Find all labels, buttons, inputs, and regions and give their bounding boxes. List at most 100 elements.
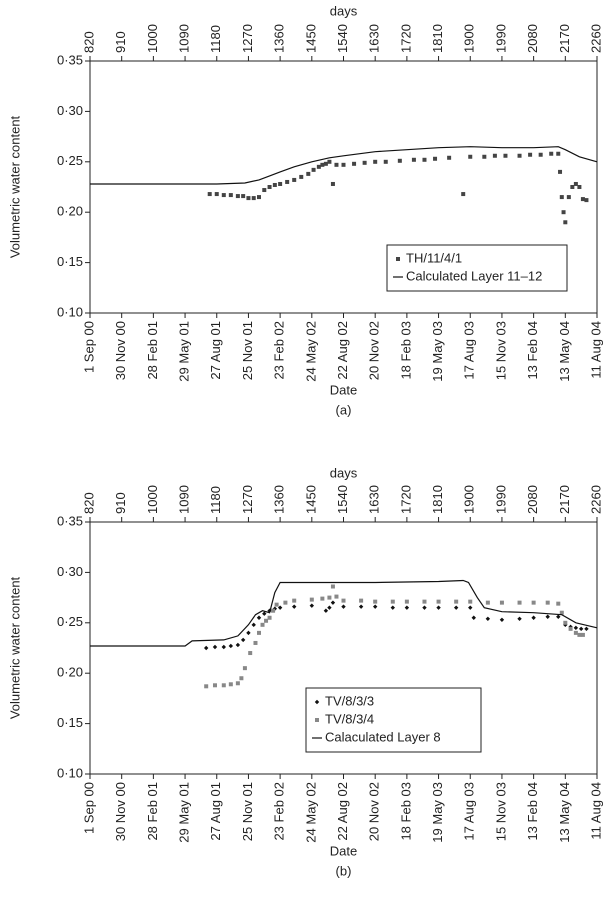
y-tick-label: 0·30: [57, 103, 83, 118]
x2-tick-label: 2080: [525, 485, 540, 514]
x-tick-label: 11 Aug 04: [588, 782, 603, 840]
data-point: [299, 174, 304, 179]
y-tick-label: 0·15: [57, 715, 83, 730]
data-point: [503, 153, 508, 158]
x-tick-label: 1 Sep 00: [81, 321, 96, 373]
x2-tick-label: 1000: [145, 24, 160, 53]
data-point: [485, 600, 490, 605]
data-point: [246, 196, 251, 201]
data-point: [373, 599, 378, 604]
data-point: [214, 192, 219, 197]
x-tick-label: 20 Nov 02: [367, 321, 382, 380]
data-point: [573, 630, 578, 635]
data-point: [251, 196, 256, 201]
x-tick-label: 22 Aug 02: [335, 321, 350, 380]
data-point: [528, 152, 533, 157]
data-point: [556, 151, 561, 156]
data-point: [372, 604, 378, 609]
data-point: [563, 220, 568, 225]
x2-tick-label: 1720: [398, 24, 413, 53]
data-point: [341, 598, 346, 603]
data-point: [330, 600, 336, 605]
data-point: [240, 637, 246, 643]
data-point: [272, 182, 277, 187]
x2-tick-label: 1990: [493, 24, 508, 53]
legend-label: Calculated Layer 11–12: [406, 268, 542, 283]
x-tick-label: 15 Nov 03: [493, 321, 508, 380]
x2-tick-label: 1540: [335, 485, 350, 514]
data-point: [517, 153, 522, 158]
data-point: [461, 192, 466, 197]
data-point: [573, 181, 578, 186]
data-point: [323, 608, 329, 613]
data-point: [499, 617, 505, 622]
x-tick-label: 23 Feb 02: [272, 782, 287, 841]
x-tick-label: 30 Nov 00: [113, 782, 128, 841]
y-tick-label: 0·20: [57, 665, 83, 680]
data-point: [204, 684, 209, 689]
data-point: [404, 605, 410, 610]
x-tick-label: 24 May 02: [303, 782, 318, 843]
data-point: [221, 683, 226, 688]
data-point: [292, 177, 297, 182]
y-axis-title: Volumetric water content: [7, 576, 22, 719]
x-tick-label: 23 Feb 02: [272, 321, 287, 380]
data-point: [549, 151, 554, 156]
x2-tick-label: 1090: [177, 485, 192, 514]
data-point: [482, 154, 487, 159]
data-point: [390, 599, 395, 604]
y-tick-label: 0·35: [57, 52, 83, 67]
x-tick-label: 17 Aug 03: [462, 782, 477, 841]
data-point: [221, 193, 226, 198]
x2-tick-label: 2170: [557, 24, 572, 53]
legend-swatch: [315, 718, 319, 722]
y-tick-label: 0·15: [57, 254, 83, 269]
data-point: [242, 666, 247, 671]
x2-tick-label: 1990: [493, 485, 508, 514]
data-point: [570, 185, 575, 189]
data-point: [341, 162, 346, 167]
data-point: [404, 599, 409, 604]
data-point: [580, 197, 585, 202]
x2-tick-label: 2170: [557, 485, 572, 514]
data-point: [274, 602, 279, 607]
x-tick-label: 29 May 01: [177, 782, 192, 843]
x-tick-label: 18 Feb 03: [398, 321, 413, 380]
data-point: [248, 651, 253, 656]
data-point: [235, 681, 240, 686]
x-tick-label: 30 Nov 00: [113, 321, 128, 380]
data-point: [453, 605, 459, 610]
data-point: [580, 632, 585, 637]
x2-tick-label: 910: [113, 31, 128, 53]
legend-label: TV/8/3/4: [325, 711, 374, 726]
data-point: [256, 615, 262, 620]
data-point: [235, 194, 240, 199]
panel-label: (b): [336, 863, 352, 878]
data-point: [531, 600, 536, 605]
data-point: [228, 682, 233, 687]
x-tick-label: 19 May 03: [430, 321, 445, 382]
x2-tick-label: 1630: [367, 24, 382, 53]
data-point: [422, 599, 427, 604]
x2-tick-label: 1180: [208, 486, 223, 514]
x-tick-label: 1 Sep 00: [81, 782, 96, 834]
x2-tick-label: 1450: [303, 24, 318, 53]
data-point: [468, 599, 473, 604]
x-tick-label: 13 May 04: [557, 782, 572, 843]
data-point: [362, 160, 367, 165]
x2-tick-label: 820: [81, 31, 96, 53]
data-point: [471, 615, 476, 620]
data-point: [373, 159, 378, 164]
data-point: [334, 594, 339, 599]
x-tick-label: 20 Nov 02: [367, 782, 382, 841]
data-point: [285, 179, 290, 184]
data-point: [260, 622, 265, 627]
data-point: [320, 162, 325, 167]
legend-label: Calaculated Layer 8: [325, 729, 441, 744]
data-point: [422, 605, 427, 610]
data-point: [584, 198, 589, 203]
x-tick-label: 25 Nov 01: [240, 321, 255, 380]
x2-tick-label: 1360: [272, 485, 287, 514]
x2-tick-label: 1900: [462, 485, 477, 514]
y-tick-label: 0·20: [57, 204, 83, 219]
